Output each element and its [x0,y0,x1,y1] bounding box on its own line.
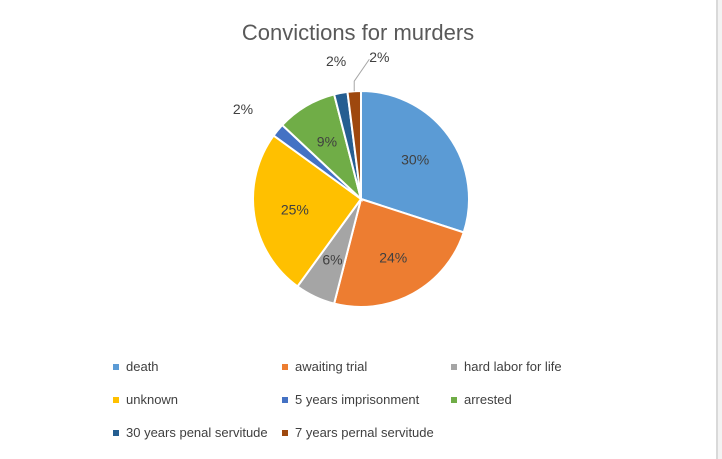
legend-label-30-years-penal-servitude: 30 years penal servitude [126,425,268,440]
legend-item-hard-labor-for-life: hard labor for life [451,359,562,374]
legend-label-awaiting-trial: awaiting trial [295,359,368,374]
legend-swatch-unknown [113,396,119,403]
data-label-30-years-penal-servitude: 2% [326,53,346,69]
legend-swatch-5-years-imprisonment [282,396,288,403]
legend-item-7-years-pernal-servitude: 7 years pernal servitude [282,425,434,440]
pie-slice-death [360,89,470,234]
pie-slice-awaiting-trial [332,197,465,308]
legend-swatch-awaiting-trial [282,363,288,370]
pie-slice-unknown [252,134,363,288]
legend-swatch-arrested [451,396,457,403]
data-label-death: 30% [401,152,429,168]
data-label-7-years-pernal-servitude: 2% [369,49,389,65]
legend-label-arrested: arrested [464,392,512,407]
data-label-awaiting-trial: 24% [379,250,407,266]
legend-item-arrested: arrested [451,392,512,407]
leader-line-7-years-pernal-servitude [353,58,370,92]
legend-item-death: death [113,359,159,374]
legend-item-30-years-penal-servitude: 30 years penal servitude [113,425,268,440]
legend-item-awaiting-trial: awaiting trial [282,359,367,374]
data-label-unknown: 25% [281,201,309,217]
legend-item-unknown: unknown [113,392,178,407]
legend-label-hard-labor-for-life: hard labor for life [464,359,562,374]
legend-label-7-years-pernal-servitude: 7 years pernal servitude [295,425,434,440]
data-label-arrested: 9% [317,133,337,149]
legend-label-death: death [126,359,159,374]
legend-swatch-30-years-penal-servitude [113,429,119,436]
legend-label-5-years-imprisonment: 5 years imprisonment [295,392,420,407]
data-label-5-years-imprisonment: 2% [233,101,253,117]
legend-item-5-years-imprisonment: 5 years imprisonment [282,392,419,407]
legend-label-unknown: unknown [126,392,179,407]
legend-swatch-death [113,363,119,370]
chart-title: Convictions for murders [241,20,475,45]
legend-swatch-7-years-pernal-servitude [282,429,288,436]
legend-swatch-hard-labor-for-life [451,363,457,370]
data-label-hard-labor-for-life: 6% [322,252,342,268]
sheet-edge [717,0,722,459]
